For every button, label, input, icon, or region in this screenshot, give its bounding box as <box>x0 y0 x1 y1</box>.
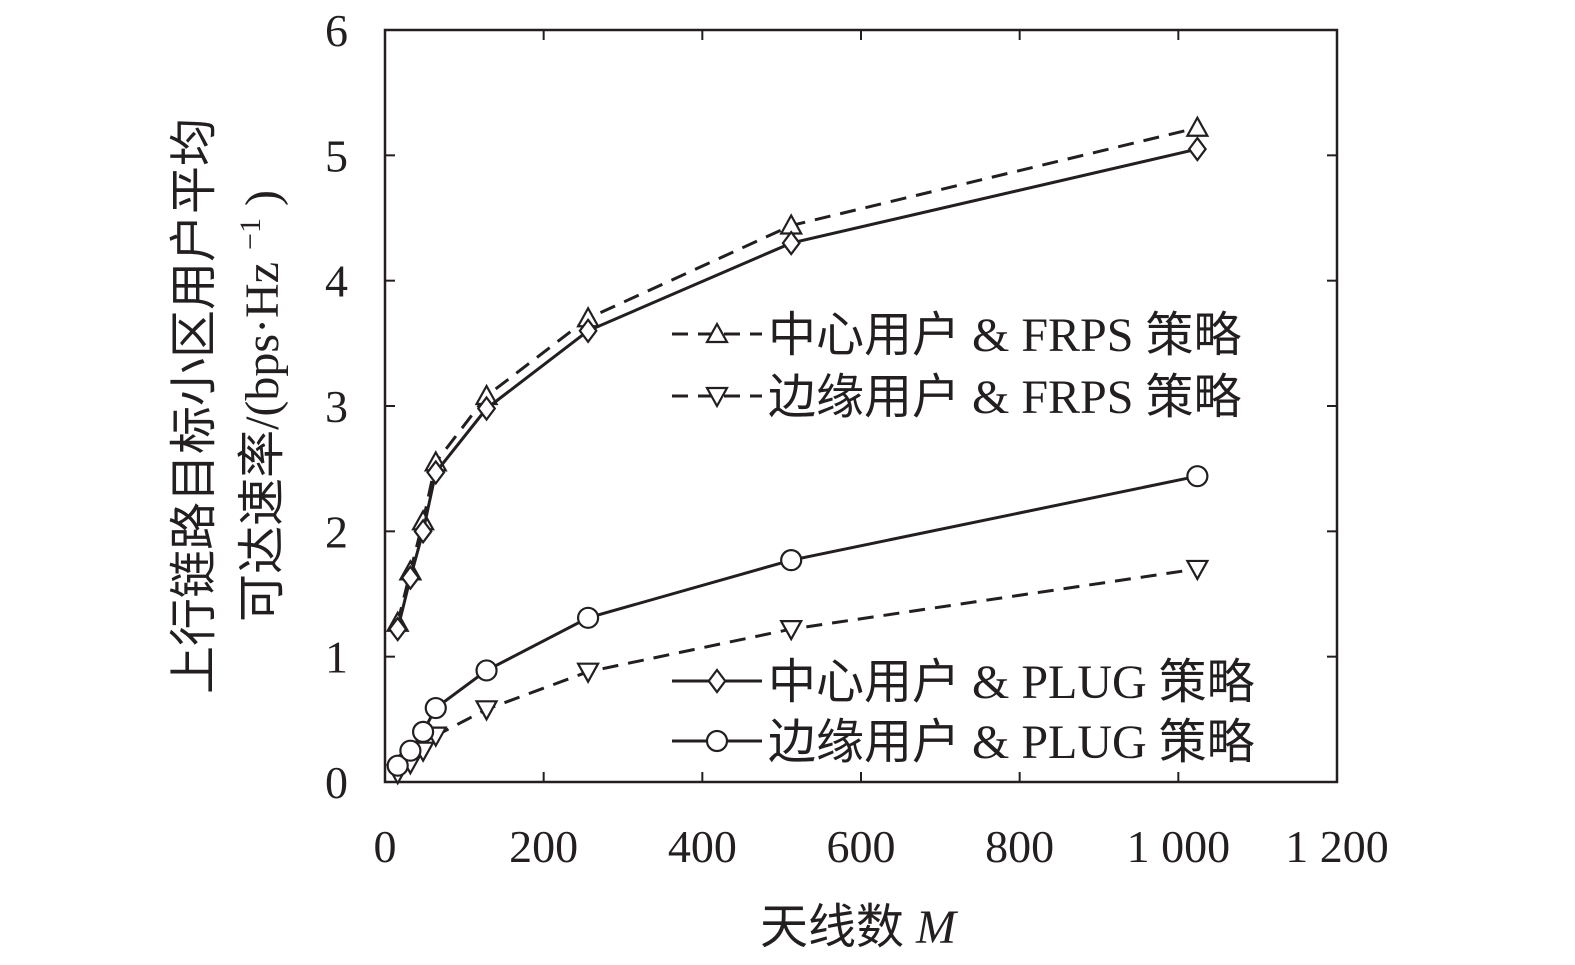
legend-item: 边缘用户 & PLUG 策略 <box>672 716 1255 769</box>
legend-marker-circle <box>705 729 729 753</box>
legend-item: 中心用户 & PLUG 策略 <box>672 656 1255 709</box>
data-point-circle <box>576 606 600 629</box>
y-tick-label: 4 <box>325 256 348 307</box>
legend-item: 边缘用户 & FRPS 策略 <box>672 371 1241 424</box>
data-point-diamond <box>476 395 497 422</box>
y-tick-label: 1 <box>325 632 348 683</box>
legend-marker-triangle-down <box>705 386 729 409</box>
legend-label: 中心用户 & FRPS 策略 <box>768 309 1241 362</box>
legend-label: 边缘用户 & PLUG 策略 <box>768 716 1255 769</box>
legend-label: 中心用户 & PLUG 策略 <box>768 656 1255 709</box>
x-tick-label: 1 200 <box>1285 821 1389 872</box>
data-point-circle <box>386 754 409 777</box>
data-point-triangle-down <box>1185 559 1210 582</box>
legend-marker-diamond <box>707 668 727 694</box>
axis-ticks: 0 200 400 600 800 1 000 1 200 0 1 2 3 4 5 6 <box>325 5 1389 872</box>
data-point-diamond <box>426 459 446 486</box>
y-axis-label-line2-text: 可达速率/(bps·Hz <box>236 262 289 622</box>
data-point-diamond <box>578 317 598 344</box>
x-axis-label-text: 天线数 <box>760 901 904 954</box>
data-point-diamond <box>1187 136 1207 162</box>
data-point-triangle-down <box>576 662 600 684</box>
series-line <box>396 567 1198 775</box>
data-point-diamond <box>400 564 421 591</box>
y-axis-label-line1: 上行链路目标小区用户平均 <box>168 118 221 694</box>
y-tick-label: 0 <box>325 757 348 808</box>
x-tick-label: 400 <box>668 821 737 872</box>
x-axis-label-variable: M <box>915 901 959 954</box>
y-axis-label-close: ) <box>236 190 289 206</box>
x-axis-label: 天线数 M <box>760 901 959 954</box>
data-point-triangle-down <box>779 619 804 642</box>
data-point-circle <box>1186 465 1209 488</box>
y-tick-label: 6 <box>325 5 348 56</box>
series-diamond <box>388 136 1207 642</box>
data-point-diamond <box>781 230 801 256</box>
y-axis-label-superscript: −1 <box>234 218 267 250</box>
x-tick-label: 1 000 <box>1127 821 1231 872</box>
y-tick-label: 3 <box>325 381 348 432</box>
y-tick-label: 5 <box>325 130 348 181</box>
x-tick-label: 200 <box>509 821 578 872</box>
data-point-diamond <box>388 616 408 642</box>
legend-marker-triangle-up <box>705 321 729 344</box>
legend-item: 中心用户 & FRPS 策略 <box>672 309 1241 362</box>
series-circle <box>386 465 1209 777</box>
data-point-triangle-down <box>474 700 499 722</box>
x-tick-label: 600 <box>827 821 896 872</box>
data-point-diamond <box>413 518 433 545</box>
y-tick-label: 2 <box>325 506 348 557</box>
data-point-circle <box>475 659 498 682</box>
series-layer <box>385 115 1210 786</box>
x-tick-label: 800 <box>985 821 1054 872</box>
x-tick-label: 0 <box>374 821 397 872</box>
legend-label: 边缘用户 & FRPS 策略 <box>768 371 1241 424</box>
y-axis-label-line2: 可达速率/(bps·Hz −1 ) <box>218 190 289 622</box>
data-point-circle <box>780 549 803 572</box>
data-point-circle <box>399 739 422 762</box>
data-point-circle <box>411 720 435 743</box>
data-point-circle <box>424 696 447 720</box>
data-point-triangle-up <box>1185 115 1210 137</box>
